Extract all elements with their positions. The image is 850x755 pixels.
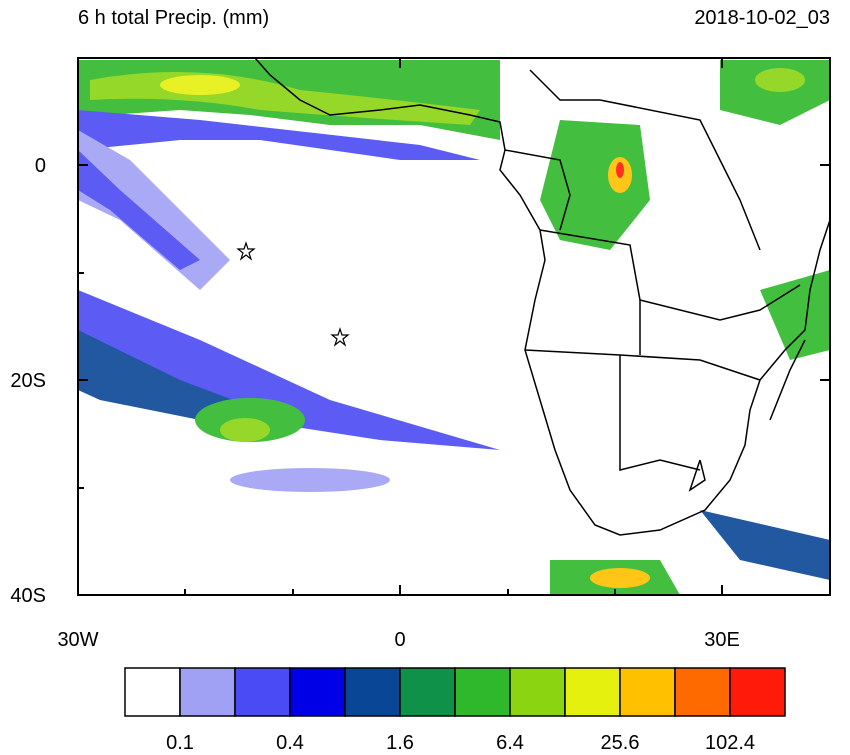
stars bbox=[236, 241, 350, 347]
color-swatch bbox=[344, 667, 401, 717]
y-label: 20S bbox=[10, 370, 46, 392]
color-swatch bbox=[399, 667, 456, 717]
color-swatch bbox=[289, 667, 346, 717]
color-swatch bbox=[619, 667, 676, 717]
map-area bbox=[78, 58, 830, 595]
frame bbox=[77, 57, 831, 596]
x-label: 30E bbox=[704, 629, 740, 651]
colorbar-label: 102.4 bbox=[705, 732, 755, 750]
colorbar: 0.1 0.4 1.6 6.4 25.6 102.4 bbox=[124, 667, 786, 754]
x-label: 30W bbox=[57, 629, 98, 651]
tick-marks bbox=[78, 58, 830, 595]
color-swatch bbox=[564, 667, 621, 717]
y-label: 0 bbox=[35, 155, 46, 177]
x-label: 0 bbox=[394, 629, 405, 651]
colorbar-label: 25.6 bbox=[601, 732, 640, 750]
colorbar-label: 0.4 bbox=[276, 732, 304, 750]
color-swatch bbox=[234, 667, 291, 717]
coastlines bbox=[254, 58, 830, 536]
colorbar-label: 1.6 bbox=[386, 732, 414, 750]
timestamp: 2018-10-02_03 bbox=[694, 7, 830, 29]
precipitation bbox=[78, 60, 830, 595]
color-swatch bbox=[124, 667, 181, 717]
color-swatch bbox=[454, 667, 511, 717]
color-swatch bbox=[179, 667, 236, 717]
color-swatch bbox=[509, 667, 566, 717]
color-swatch bbox=[729, 667, 786, 717]
title: 6 h total Precip. (mm) bbox=[78, 7, 269, 29]
y-label: 40S bbox=[10, 585, 46, 607]
colorbar-label: 0.1 bbox=[166, 732, 194, 750]
color-swatch bbox=[674, 667, 731, 717]
colorbar-label: 6.4 bbox=[496, 732, 524, 750]
